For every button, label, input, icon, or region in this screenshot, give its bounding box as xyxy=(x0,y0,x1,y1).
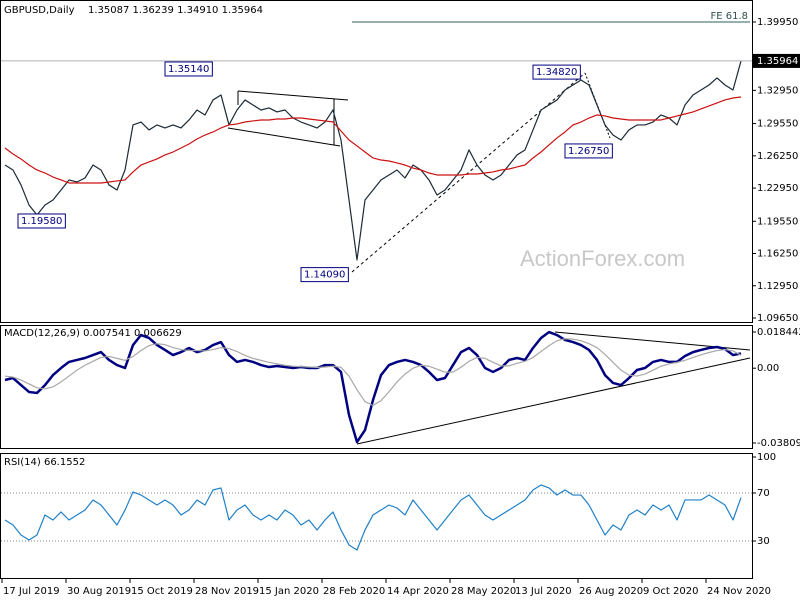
annotation-label: 1.14090 xyxy=(304,270,345,281)
x-tick-label: 30 Aug 2019 xyxy=(67,586,131,597)
current-price-box xyxy=(753,53,800,68)
fe-label: FE 61.8 xyxy=(710,11,748,22)
x-tick-label: 14 Apr 2020 xyxy=(387,586,449,597)
y-tick-label: 1.16250 xyxy=(757,249,798,260)
annotation-label: 1.26750 xyxy=(568,146,609,157)
series-line xyxy=(4,60,742,261)
channel-lower xyxy=(227,127,341,147)
macd-trend-lower xyxy=(356,357,751,445)
annotation-box xyxy=(17,213,66,229)
y-tick-label: 0.018442 xyxy=(757,327,800,338)
y-tick-label: 1.29550 xyxy=(757,119,798,130)
watermark: ActionForex.com xyxy=(520,246,685,271)
chart-subtitle: 1.35087 1.36239 1.34910 1.35964 xyxy=(88,5,263,16)
y-tick-label: 1.19550 xyxy=(757,216,798,227)
annotation-box xyxy=(564,143,613,159)
annotation-label: 1.19580 xyxy=(21,216,62,227)
series-line xyxy=(4,96,742,184)
y-tick-label: 0.00 xyxy=(757,363,779,374)
annotation-label: 1.34820 xyxy=(536,67,577,78)
y-tick-label: 30 xyxy=(757,536,770,547)
y-tick-label: 1.22950 xyxy=(757,183,798,194)
rsi-panel-frame xyxy=(0,453,753,579)
channel-upper xyxy=(237,90,349,101)
x-tick-label: 28 May 2020 xyxy=(451,586,516,597)
y-tick-label: -0.038095 xyxy=(757,438,800,449)
x-tick-label: 9 Oct 2020 xyxy=(643,586,698,597)
y-tick-label: 70 xyxy=(757,488,770,499)
x-tick-label: 15 Jan 2020 xyxy=(259,586,319,597)
x-tick-label: 15 Oct 2019 xyxy=(131,586,193,597)
x-tick-label: 28 Feb 2020 xyxy=(323,586,385,597)
y-tick-label: 1.32950 xyxy=(757,85,798,96)
price-panel-frame xyxy=(0,0,753,323)
y-tick-label: 1.26250 xyxy=(757,151,798,162)
annotation-box xyxy=(532,64,581,80)
x-tick-label: 17 Jul 2019 xyxy=(3,586,60,597)
y-tick-label: 1.09650 xyxy=(757,313,798,324)
annotation-label: 1.35140 xyxy=(168,64,209,75)
series-line xyxy=(4,484,742,551)
y-tick-label: 1.39950 xyxy=(757,17,798,28)
annotation-box xyxy=(164,61,213,77)
x-tick-label: 28 Nov 2019 xyxy=(195,586,259,597)
macd-panel-frame xyxy=(0,325,753,449)
annotation-box xyxy=(300,267,349,283)
x-tick-label: 13 Jul 2020 xyxy=(515,586,572,597)
x-tick-label: 24 Nov 2020 xyxy=(707,586,771,597)
y-tick-label: 100 xyxy=(757,452,776,463)
rsi-title: RSI(14) 66.1552 xyxy=(4,457,85,468)
chart-title: GBPUSD,Daily xyxy=(4,5,75,16)
y-tick-label: 1.12950 xyxy=(757,281,798,292)
current-price-label: 1.35964 xyxy=(757,56,798,67)
series-line xyxy=(4,338,742,407)
macd-title: MACD(12,26,9) 0.007541 0.006629 xyxy=(4,328,182,339)
series-line xyxy=(4,330,742,444)
x-tick-label: 26 Aug 2020 xyxy=(579,586,643,597)
